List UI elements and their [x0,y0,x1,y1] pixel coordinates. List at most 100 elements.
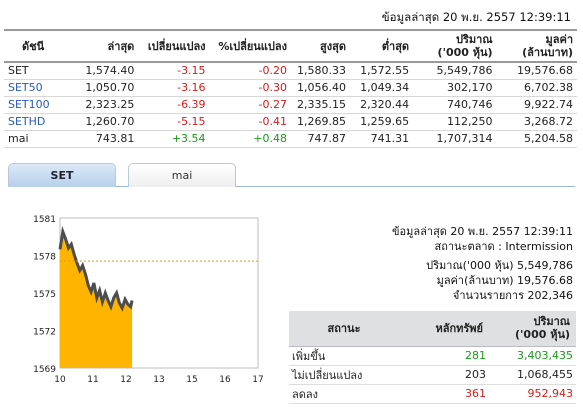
index-cell-value: 9,922.74 [496,96,577,114]
y-tick-label: 1575 [33,290,56,300]
index-row-mai[interactable]: mai 743.81 +3.54 +0.48 747.87 741.31 1,707,314… [4,130,577,148]
stat-header: สถานะ หลักทรัพย์ ปริมาณ ('000 หุ้น) [289,311,576,347]
index-cell-volume: 112,250 [413,113,497,131]
index-cell-last: 2,323.25 [77,96,139,114]
index-table-header: ดัชนี ล่าสุด เปลี่ยนแปลง %เปลี่ยนแปลง สู… [4,29,577,63]
chart-series-line [58,225,134,312]
y-tick-label: 1581 [33,215,56,225]
x-tick-label: 17 [252,375,263,385]
col-volume-title: ปริมาณ [456,33,493,46]
index-cell-change: +3.54 [138,130,210,148]
index-cell-low: 2,320.44 [349,96,414,114]
market-volume: ปริมาณ('000 หุ้น) 5,549,786 [426,259,573,272]
index-cell-pct: +0.48 [209,130,291,148]
index-cell-low: 1,572.55 [349,62,414,80]
index-row-sethd[interactable]: SETHD 1,260.70 -5.15 -0.41 1,269.85 1,259.65 1… [4,113,577,131]
index-cell-last: 1,050.70 [77,79,139,97]
x-tick-label: 16 [219,375,231,385]
stat-row: ไม่เปลี่ยนแปลง 203 1,068,455 [289,365,576,385]
stat-col-volume-unit: ('000 หุ้น) [515,328,570,342]
index-table: ดัชนี ล่าสุด เปลี่ยนแปลง %เปลี่ยนแปลง สู… [4,29,577,148]
col-volume-unit: ('000 หุ้น) [437,46,493,59]
index-cell-high: 2,335.15 [290,96,350,114]
stat-cell-volume: 952,943 [489,384,576,404]
index-cell-value: 3,268.72 [496,113,577,131]
index-cell-change: -5.15 [138,113,210,131]
index-cell-pct: -0.30 [209,79,291,97]
index-row-set[interactable]: SET 1,574.40 -3.15 -0.20 1,580.33 1,572.55 5,5… [4,62,577,80]
stat-cell-count: 203 [399,365,489,385]
x-tick-label: 12 [120,375,131,385]
index-row-set100[interactable]: SET100 2,323.25 -6.39 -0.27 2,335.15 2,320.44… [4,96,577,114]
stat-cell-count: 361 [399,384,489,404]
stat-cell-count: 281 [399,346,489,366]
stat-col-volume: ปริมาณ ('000 หุ้น) [489,311,576,347]
index-cell-change: -3.15 [138,62,210,80]
index-cell-volume: 302,170 [413,79,497,97]
index-cell-volume: 1,707,314 [413,130,497,148]
col-change: เปลี่ยนแปลง [138,29,210,63]
col-value-unit: (ล้านบาท) [522,46,573,59]
y-tick-label: 1569 [33,365,56,375]
market-value: มูลค่า(ล้านบาท) 19,576.68 [436,274,573,287]
col-last: ล่าสุด [77,29,139,63]
index-cell-pct: -0.20 [209,62,291,80]
index-cell-value: 6,702.38 [496,79,577,97]
stat-cell-label: ลดลง [289,384,399,404]
market-status: สถานะตลาด : Intermission [434,240,574,253]
index-cell-pct: -0.27 [209,96,291,114]
index-cell-change: -6.39 [138,96,210,114]
x-tick-label: 11 [87,375,98,385]
index-cell-low: 1,259.65 [349,113,414,131]
tab-mai[interactable]: mai [128,163,236,187]
index-cell-volume: 740,746 [413,96,497,114]
index-cell-value: 5,204.58 [496,130,577,148]
col-value: มูลค่า (ล้านบาท) [496,29,577,63]
col-value-title: มูลค่า [545,33,573,46]
col-high: สูงสุด [290,29,350,63]
stat-cell-label: เพิ่มขึ้น [289,346,399,366]
market-tabs: SET mai [8,163,575,187]
index-cell-high: 1,056.40 [290,79,350,97]
stat-cell-volume: 1,068,455 [489,365,576,385]
y-tick-label: 1572 [33,328,56,338]
index-row-set50[interactable]: SET50 1,050.70 -3.16 -0.30 1,056.40 1,049.34 3… [4,79,577,97]
index-cell-change: -3.16 [138,79,210,97]
stat-col-status: สถานะ [289,311,399,347]
stat-cell-volume: 3,403,435 [489,346,576,366]
index-cell-high: 1,269.85 [290,113,350,131]
index-cell-name[interactable]: mai [4,130,78,148]
index-cell-high: 1,580.33 [290,62,350,80]
index-cell-low: 741.31 [349,130,414,148]
x-tick-label: 10 [54,375,66,385]
advance-decline-table: สถานะ หลักทรัพย์ ปริมาณ ('000 หุ้น) เพิ่ม… [289,311,576,404]
index-cell-low: 1,049.34 [349,79,414,97]
stat-row: เพิ่มขึ้น 281 3,403,435 [289,346,576,366]
index-cell-value: 19,576.68 [496,62,577,80]
col-volume: ปริมาณ ('000 หุ้น) [413,29,497,63]
y-tick-label: 1578 [33,253,56,263]
market-trades: จำนวนรายการ 202,346 [452,289,573,302]
x-tick-label: 15 [186,375,197,385]
col-pct-change: %เปลี่ยนแปลง [209,29,291,63]
col-low: ต่ำสุด [349,29,414,63]
tab-set[interactable]: SET [8,163,116,187]
index-cell-last: 1,260.70 [77,113,139,131]
index-cell-pct: -0.41 [209,113,291,131]
index-cell-last: 743.81 [77,130,139,148]
stat-col-securities: หลักทรัพย์ [399,311,489,347]
col-index: ดัชนี [4,29,78,63]
index-cell-last: 1,574.40 [77,62,139,80]
index-cell-name[interactable]: SET [4,62,78,80]
index-cell-name[interactable]: SET50 [4,79,78,97]
index-cell-volume: 5,549,786 [413,62,497,80]
stat-col-volume-title: ปริมาณ [533,315,570,329]
index-cell-name[interactable]: SETHD [4,113,78,131]
index-cell-high: 747.87 [290,130,350,148]
index-cell-name[interactable]: SET100 [4,96,78,114]
last-update-timestamp: ข้อมูลล่าสุด 20 พ.ย. 2557 12:39:11 [381,10,571,24]
chart-timestamp: ข้อมูลล่าสุด 20 พ.ย. 2557 12:39:11 [392,225,573,238]
x-tick-label: 13 [153,375,164,385]
stat-cell-label: ไม่เปลี่ยนแปลง [289,365,399,385]
